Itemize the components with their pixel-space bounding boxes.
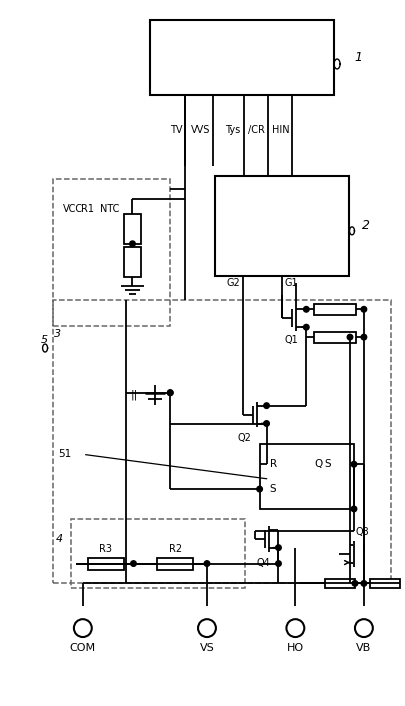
Text: 3: 3	[54, 329, 61, 339]
Text: VS: VS	[199, 643, 214, 653]
Text: G1: G1	[284, 278, 297, 289]
Circle shape	[263, 421, 269, 426]
Text: Q: Q	[313, 459, 322, 469]
Circle shape	[275, 545, 281, 551]
Bar	[123, 214, 141, 244]
Bar	[71, 519, 244, 588]
Circle shape	[256, 486, 262, 492]
Text: /CR: /CR	[247, 124, 264, 135]
Bar	[157, 558, 193, 570]
Bar	[313, 304, 355, 316]
Text: G2: G2	[226, 278, 240, 289]
Text: VCC: VCC	[63, 204, 83, 214]
Text: R3: R3	[99, 544, 112, 554]
Text: R2: R2	[168, 544, 181, 554]
Circle shape	[167, 390, 173, 395]
Text: Q3: Q3	[355, 527, 369, 537]
Circle shape	[360, 580, 366, 586]
Circle shape	[167, 390, 173, 395]
Text: 1: 1	[353, 51, 361, 64]
Text: Tys: Tys	[225, 124, 240, 135]
Bar	[123, 246, 141, 277]
Text: Q2: Q2	[237, 433, 251, 443]
Text: HIN: HIN	[271, 124, 289, 135]
Text: 4: 4	[56, 534, 63, 544]
Text: Q4: Q4	[256, 558, 270, 568]
Circle shape	[360, 335, 366, 340]
Text: Q1: Q1	[284, 335, 297, 345]
Text: COM: COM	[70, 643, 96, 653]
Circle shape	[346, 335, 352, 340]
Text: 51: 51	[58, 449, 71, 460]
Circle shape	[360, 306, 366, 312]
Text: TV: TV	[169, 124, 182, 135]
Text: 5: 5	[41, 335, 48, 345]
Text: NTC: NTC	[100, 204, 119, 214]
Text: VB: VB	[356, 643, 371, 653]
Circle shape	[204, 561, 209, 566]
Circle shape	[350, 462, 356, 467]
Circle shape	[129, 241, 135, 246]
Text: S: S	[323, 459, 330, 469]
Circle shape	[350, 506, 356, 512]
Bar	[214, 176, 348, 275]
Circle shape	[351, 580, 357, 586]
Text: R1: R1	[81, 204, 94, 214]
Bar	[259, 444, 353, 509]
Circle shape	[263, 403, 269, 408]
Bar	[324, 580, 354, 588]
Bar	[53, 179, 170, 326]
Text: R: R	[269, 459, 276, 469]
Circle shape	[303, 324, 308, 330]
Circle shape	[275, 561, 281, 566]
Text: S: S	[269, 484, 275, 494]
Text: HO: HO	[286, 643, 303, 653]
Bar	[53, 300, 390, 583]
Bar	[150, 20, 333, 95]
Text: VVS: VVS	[190, 124, 209, 135]
Text: 2: 2	[361, 220, 369, 232]
Text: ||: ||	[130, 390, 137, 400]
Circle shape	[130, 561, 136, 566]
Bar	[369, 580, 399, 588]
Circle shape	[303, 306, 308, 312]
Bar	[313, 332, 355, 343]
Bar	[87, 558, 123, 570]
